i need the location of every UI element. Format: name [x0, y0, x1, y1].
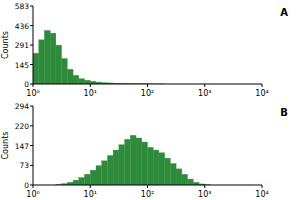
- y-tick: [30, 64, 33, 65]
- histogram-bar: [119, 145, 125, 185]
- histogram-bar: [125, 139, 131, 185]
- x-tick-label: 10¹: [84, 89, 97, 98]
- histogram-bar: [159, 153, 165, 185]
- x-tick: [90, 84, 91, 87]
- x-tick: [147, 185, 148, 188]
- histogram-bar: [102, 161, 108, 185]
- histogram-bar: [165, 158, 171, 185]
- histogram-bar: [85, 80, 91, 84]
- x-tick: [262, 185, 263, 188]
- y-axis-label: Counts: [1, 132, 10, 160]
- histogram-bar: [188, 179, 194, 185]
- y-tick: [30, 106, 33, 107]
- y-tick-label: 294: [15, 102, 30, 111]
- y-tick-label: 0: [24, 181, 29, 190]
- histogram-bar: [73, 75, 79, 84]
- histogram-bar: [176, 169, 182, 185]
- panel-label: A: [280, 7, 288, 18]
- histogram-bar: [73, 180, 79, 185]
- bars: [56, 135, 211, 185]
- histogram-bar: [56, 45, 62, 84]
- histogram-bar: [153, 150, 159, 185]
- x-tick-label: 10¹: [84, 190, 97, 199]
- histogram-bar: [148, 147, 154, 185]
- y-tick: [30, 185, 33, 186]
- figure: 10⁰10¹10²10³10⁴0145291436583CountsA10⁰10…: [0, 0, 300, 200]
- y-tick-label: 291: [15, 41, 30, 50]
- histogram-bar: [85, 174, 91, 185]
- histogram-bar: [96, 166, 102, 185]
- y-tick: [30, 165, 33, 166]
- x-tick-label: 10⁴: [255, 190, 268, 199]
- histogram-bar: [136, 138, 142, 185]
- x-tick-label: 10³: [198, 190, 211, 199]
- x-tick-label: 10²: [141, 89, 154, 98]
- y-tick-label: 147: [15, 142, 30, 151]
- x-tick-label: 10³: [198, 89, 211, 98]
- histogram-bar: [113, 150, 119, 185]
- bars: [33, 30, 165, 84]
- histogram-bar: [142, 142, 148, 185]
- panel-label: B: [280, 107, 288, 118]
- histogram-bar: [182, 174, 188, 185]
- x-tick: [204, 84, 205, 87]
- histogram-bar: [79, 177, 85, 185]
- y-tick-label: 436: [15, 22, 30, 31]
- panel: 10⁰ 10¹ 10² 10³ 10⁴ 0 145 291 436 583 Counts A: [1, 2, 288, 98]
- y-tick-label: 220: [15, 122, 30, 131]
- x-tick-label: 10²: [141, 190, 154, 199]
- x-tick: [204, 185, 205, 188]
- x-tick-label: 10⁰: [26, 190, 39, 199]
- y-tick: [30, 145, 33, 146]
- histogram-bar: [130, 135, 136, 185]
- x-tick-label: 10⁰: [26, 89, 39, 98]
- y-tick: [30, 45, 33, 46]
- histogram-bar: [79, 79, 85, 84]
- x-tick-label: 10⁴: [255, 89, 268, 98]
- histogram-bar: [90, 170, 96, 185]
- y-tick: [30, 25, 33, 26]
- histogram-bar: [50, 33, 56, 84]
- y-axis-label: Counts: [1, 31, 10, 59]
- x-tick: [147, 84, 148, 87]
- histogram-bar: [62, 59, 68, 84]
- histogram-bar: [33, 53, 39, 84]
- y-tick: [30, 125, 33, 126]
- panel: 10⁰ 10¹ 10² 10³ 10⁴ 0 73 147 220 294 Counts B: [1, 102, 288, 199]
- y-tick-label: 73: [19, 161, 29, 170]
- histogram-bar: [170, 164, 176, 185]
- x-tick: [90, 185, 91, 188]
- histogram-bar: [39, 40, 45, 84]
- histogram-bar: [44, 30, 50, 84]
- x-tick: [262, 84, 263, 87]
- y-tick: [30, 6, 33, 7]
- y-tick-label: 583: [15, 2, 30, 11]
- histogram-bar: [67, 69, 73, 84]
- y-tick-label: 0: [24, 80, 29, 89]
- y-tick: [30, 84, 33, 85]
- y-tick-label: 145: [15, 61, 30, 70]
- histogram-bar: [107, 155, 113, 185]
